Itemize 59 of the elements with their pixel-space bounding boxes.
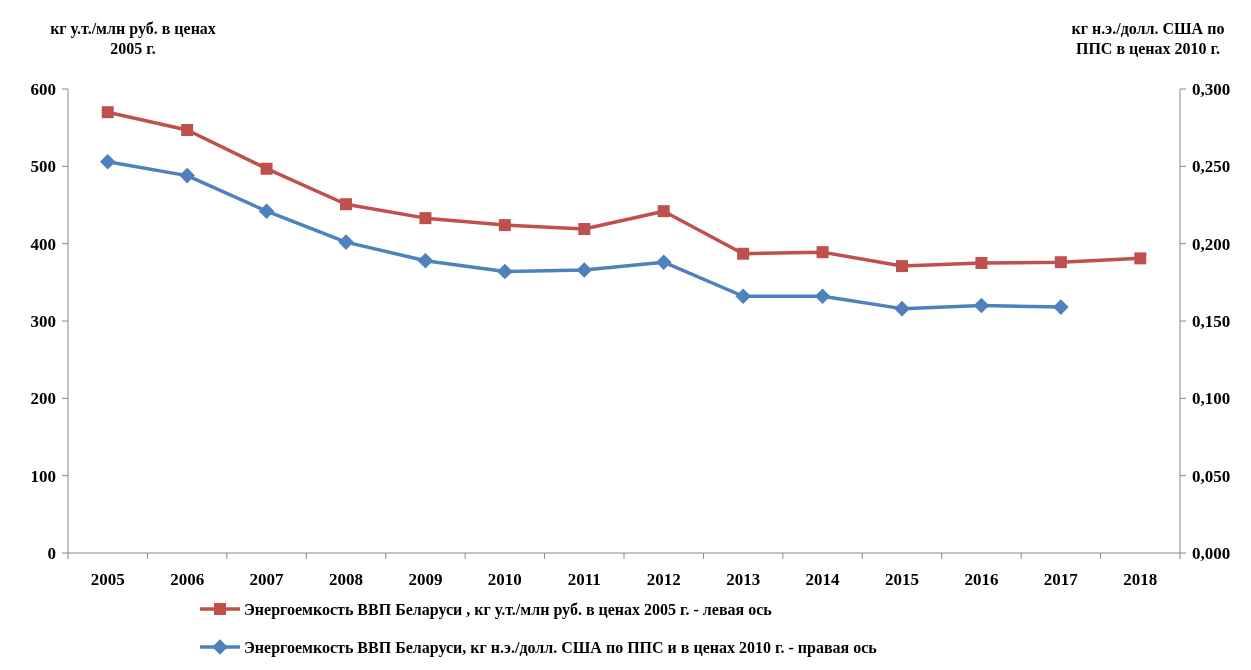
point — [258, 203, 275, 219]
y2-tick-label: 0,150 — [1192, 312, 1231, 331]
point — [1054, 256, 1067, 269]
point — [737, 247, 750, 260]
y2-tick-label: 0,300 — [1192, 80, 1231, 99]
y-tick-label: 300 — [30, 312, 56, 331]
x-tick-label: 2009 — [408, 570, 443, 589]
point — [497, 263, 513, 280]
point — [260, 162, 273, 175]
legend-label: Энергоемкость ВВП Беларуси , кг у.т./млн руб. в ценах 2005 г. - левая ось — [244, 601, 773, 619]
point — [179, 167, 195, 184]
point — [975, 257, 988, 269]
x-tick-label: 2008 — [329, 570, 363, 589]
x-tick-label: 2014 — [805, 570, 841, 589]
y2-tick-label: 0,050 — [1192, 466, 1231, 486]
point — [816, 246, 829, 259]
legend-label: Энергоемкость ВВП Беларуси, кг н.э./долл. США по ППС и в ценах 2010 г. - правая ось — [244, 639, 878, 657]
x-tick-label: 2007 — [249, 570, 285, 589]
point — [576, 262, 593, 278]
point — [896, 260, 908, 273]
y-axis-title: кг у.т./млн руб. в ценах 2005 г. — [50, 20, 216, 57]
x-tick-label: 2013 — [726, 570, 761, 589]
x-tick-label: 2017 — [1043, 570, 1079, 589]
x-tick-label: 2015 — [885, 570, 919, 589]
y2-tick-label: 0,250 — [1192, 157, 1231, 177]
point — [101, 106, 114, 119]
point — [1134, 252, 1147, 265]
y-tick-label: 500 — [30, 157, 56, 177]
point — [657, 205, 670, 218]
x-tick-label: 2010 — [487, 570, 522, 589]
y-tick-label: 600 — [30, 80, 56, 99]
y2-tick-label: 0,000 — [1192, 544, 1231, 563]
y-tick-label: 0 — [47, 544, 56, 563]
point — [1053, 299, 1069, 315]
x-tick-label: 2006 — [170, 570, 205, 589]
point — [578, 222, 591, 235]
point — [419, 212, 432, 225]
point — [338, 234, 354, 250]
point — [973, 297, 990, 314]
point — [417, 252, 434, 269]
point — [894, 300, 910, 317]
y-tick-label: 200 — [30, 389, 56, 409]
y-tick-label: 100 — [30, 466, 56, 486]
point — [99, 153, 116, 170]
y2-tick-label: 0,100 — [1192, 389, 1231, 409]
point — [655, 254, 672, 271]
x-tick-label: 2011 — [567, 570, 601, 589]
x-tick-label: 2018 — [1123, 570, 1158, 589]
y-tick-label: 400 — [30, 234, 56, 254]
y2-tick-label: 0,200 — [1192, 234, 1231, 254]
x-tick-label: 2016 — [964, 570, 999, 589]
point — [181, 123, 194, 136]
point — [498, 219, 511, 232]
point — [340, 198, 352, 211]
point — [735, 288, 751, 305]
point — [814, 288, 831, 305]
x-tick-label: 2005 — [90, 570, 125, 589]
y2-axis-title: кг н.э./долл. США по ППС в ценах 2010 г. — [1071, 20, 1225, 57]
x-tick-label: 2012 — [646, 570, 681, 589]
